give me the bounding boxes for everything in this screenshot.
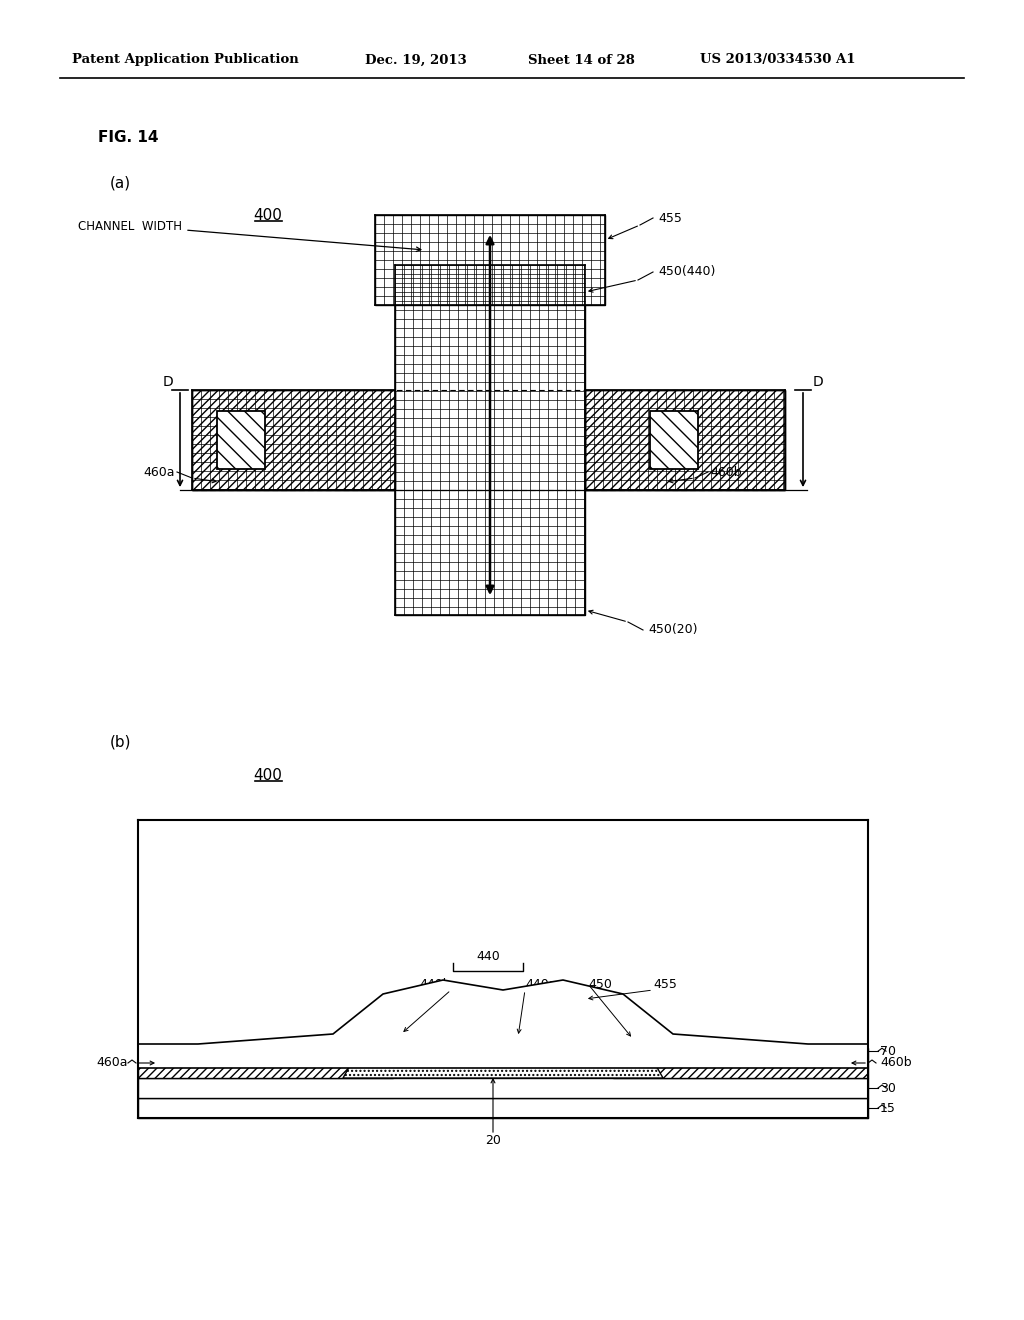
Bar [585, 389, 785, 490]
Text: 450: 450 [588, 978, 612, 990]
Text: D: D [813, 375, 823, 389]
Text: 460b: 460b [880, 1056, 911, 1069]
Text: D: D [163, 375, 173, 389]
Text: 450(440): 450(440) [658, 265, 716, 279]
Polygon shape [368, 1012, 638, 1041]
Bar [138, 1098, 868, 1118]
Text: 440b: 440b [420, 978, 451, 990]
Bar [650, 411, 698, 469]
Bar [375, 215, 605, 305]
Polygon shape [138, 1032, 393, 1078]
Text: (b): (b) [110, 734, 131, 750]
Bar [193, 389, 395, 490]
Text: (a): (a) [110, 176, 131, 190]
Text: 460b: 460b [710, 466, 741, 479]
Text: 440a: 440a [525, 978, 556, 990]
Text: CHANNEL  WIDTH: CHANNEL WIDTH [78, 220, 182, 234]
Polygon shape [383, 1041, 623, 1078]
Bar [585, 389, 785, 490]
Polygon shape [398, 997, 608, 1014]
Text: 460a: 460a [143, 466, 175, 479]
Text: 450(20): 450(20) [648, 623, 697, 636]
Text: 455: 455 [658, 211, 682, 224]
Bar [217, 411, 265, 469]
Bar [395, 265, 585, 615]
Text: Patent Application Publication: Patent Application Publication [72, 54, 299, 66]
Text: Dec. 19, 2013: Dec. 19, 2013 [365, 54, 467, 66]
Text: 455: 455 [653, 978, 677, 990]
Bar [193, 389, 395, 490]
Text: 440: 440 [476, 950, 500, 964]
Text: Sheet 14 of 28: Sheet 14 of 28 [528, 54, 635, 66]
Polygon shape [343, 1034, 663, 1078]
Polygon shape [613, 1032, 868, 1078]
Text: 15: 15 [880, 1101, 896, 1114]
Text: 400: 400 [254, 207, 283, 223]
Text: 460a: 460a [96, 1056, 128, 1069]
Text: 30: 30 [880, 1081, 896, 1094]
Text: 20: 20 [485, 1134, 501, 1147]
Text: 70: 70 [880, 1044, 896, 1057]
Bar [138, 1078, 868, 1098]
Text: US 2013/0334530 A1: US 2013/0334530 A1 [700, 54, 855, 66]
Text: FIG. 14: FIG. 14 [98, 131, 159, 145]
Text: 400: 400 [254, 767, 283, 783]
Polygon shape [138, 979, 868, 1068]
